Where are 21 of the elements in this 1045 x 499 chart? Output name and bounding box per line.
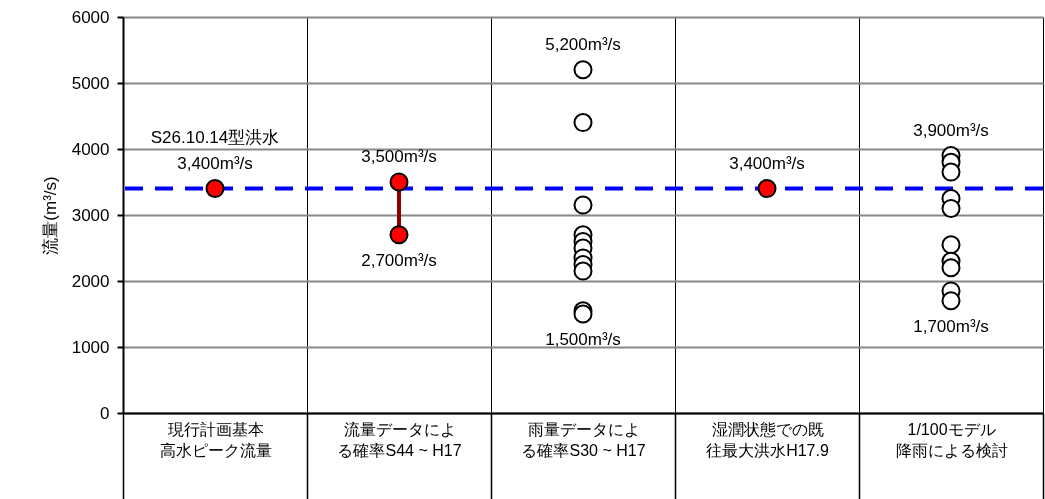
y-tick-label: 6000 xyxy=(71,7,110,27)
y-tick-label: 3000 xyxy=(71,205,110,225)
x-tick-label: 湿潤状態での既往最大洪水H17.9 xyxy=(706,420,829,459)
annotation: 1,700m³/s xyxy=(913,316,989,336)
y-tick-label: 4000 xyxy=(71,139,110,159)
annotation: 5,200m³/s xyxy=(545,34,621,54)
x-tick-label: 1/100モデル降雨による検討 xyxy=(895,420,1008,459)
y-tick-label: 0 xyxy=(100,403,110,423)
annotation: 2,700m³/s xyxy=(361,250,437,270)
annotation: 3,500m³/s xyxy=(361,147,437,166)
y-tick-label: 5000 xyxy=(71,73,110,93)
y-tick-label: 1000 xyxy=(71,337,110,357)
annotation: 3,400m³/s xyxy=(729,153,805,173)
annotation: 1,500m³/s xyxy=(545,330,621,349)
annotation: S26.10.14型洪水 3,400m³/s xyxy=(150,127,280,173)
y-tick-label: 2000 xyxy=(71,271,110,291)
y-axis-title: 流量(m³/s) xyxy=(40,176,60,255)
annotation: 3,900m³/s xyxy=(913,120,989,140)
x-tick-label: 雨量データによる確率S30 ~ H17 xyxy=(521,420,646,459)
x-tick-label: 流量データによる確率S44 ~ H17 xyxy=(337,420,462,459)
x-tick-label: 現行計画基本高水ピーク流量 xyxy=(159,420,272,459)
